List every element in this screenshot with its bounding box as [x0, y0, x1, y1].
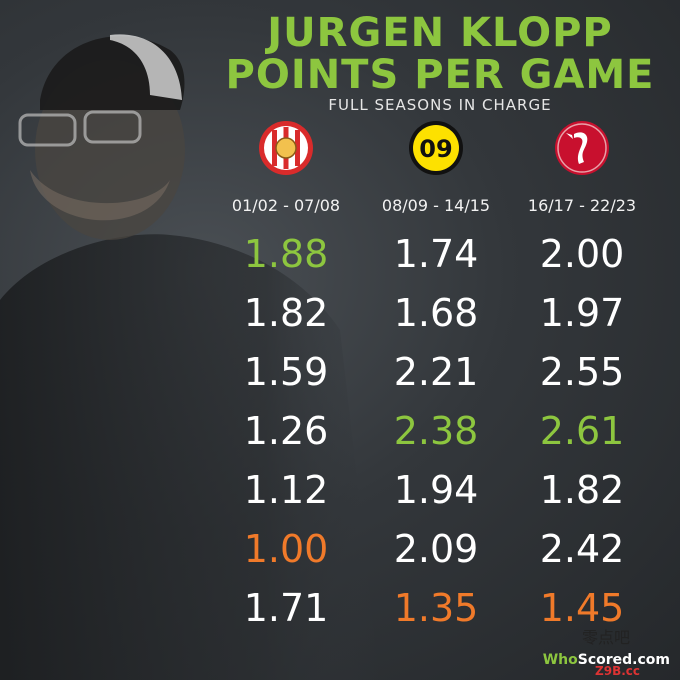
ppg-value-col2-row2: 1.68 — [393, 291, 479, 335]
ppg-value-col1-row6: 1.00 — [243, 527, 329, 571]
dortmund-crest-text: 09 — [419, 135, 452, 163]
ppg-value-col3-row1: 2.00 — [539, 232, 625, 276]
manager-photo — [0, 34, 380, 680]
season-range-3: 16/17 - 22/23 — [527, 196, 637, 215]
ppg-value-col1-row3: 1.59 — [243, 350, 329, 394]
chart-title-line2: POINTS PER GAME — [225, 52, 655, 98]
ppg-value-col2-row4: 2.38 — [393, 409, 479, 453]
ppg-value-col3-row5: 1.82 — [539, 468, 625, 512]
watermark-url: Z9B.cc — [595, 664, 640, 678]
chart-subtitle: FULL SEASONS IN CHARGE — [328, 96, 552, 114]
season-range-1: 01/02 - 07/08 — [231, 196, 341, 215]
brand-suffix: Scored.com — [577, 652, 670, 668]
ppg-value-col2-row6: 2.09 — [393, 527, 479, 571]
ppg-value-col2-row7: 1.35 — [393, 586, 479, 630]
ppg-value-col3-row7: 1.45 — [539, 586, 625, 630]
ppg-value-col1-row1: 1.88 — [243, 232, 329, 276]
ppg-value-col1-row4: 1.26 — [243, 409, 329, 453]
brand-prefix: Who — [542, 652, 578, 668]
ppg-value-col3-row3: 2.55 — [539, 350, 625, 394]
watermark-text: 零点吧 — [581, 628, 630, 647]
brand-logo: WhoScored.com — [543, 652, 670, 668]
mainz-crest-icon — [258, 120, 314, 176]
ppg-value-col2-row1: 1.74 — [393, 232, 479, 276]
ppg-value-col3-row2: 1.97 — [539, 291, 625, 335]
dortmund-crest-icon: 09 — [408, 120, 464, 176]
ppg-value-col1-row7: 1.71 — [243, 586, 329, 630]
season-range-2: 08/09 - 14/15 — [381, 196, 491, 215]
ppg-value-col2-row5: 1.94 — [393, 468, 479, 512]
liverpool-crest-icon — [554, 120, 610, 176]
ppg-value-col1-row2: 1.82 — [243, 291, 329, 335]
ppg-value-col1-row5: 1.12 — [243, 468, 329, 512]
ppg-value-col2-row3: 2.21 — [393, 350, 479, 394]
ppg-value-col3-row6: 2.42 — [539, 527, 625, 571]
chart-title-line1: JURGEN KLOPP — [267, 10, 613, 56]
ppg-value-col3-row4: 2.61 — [539, 409, 625, 453]
